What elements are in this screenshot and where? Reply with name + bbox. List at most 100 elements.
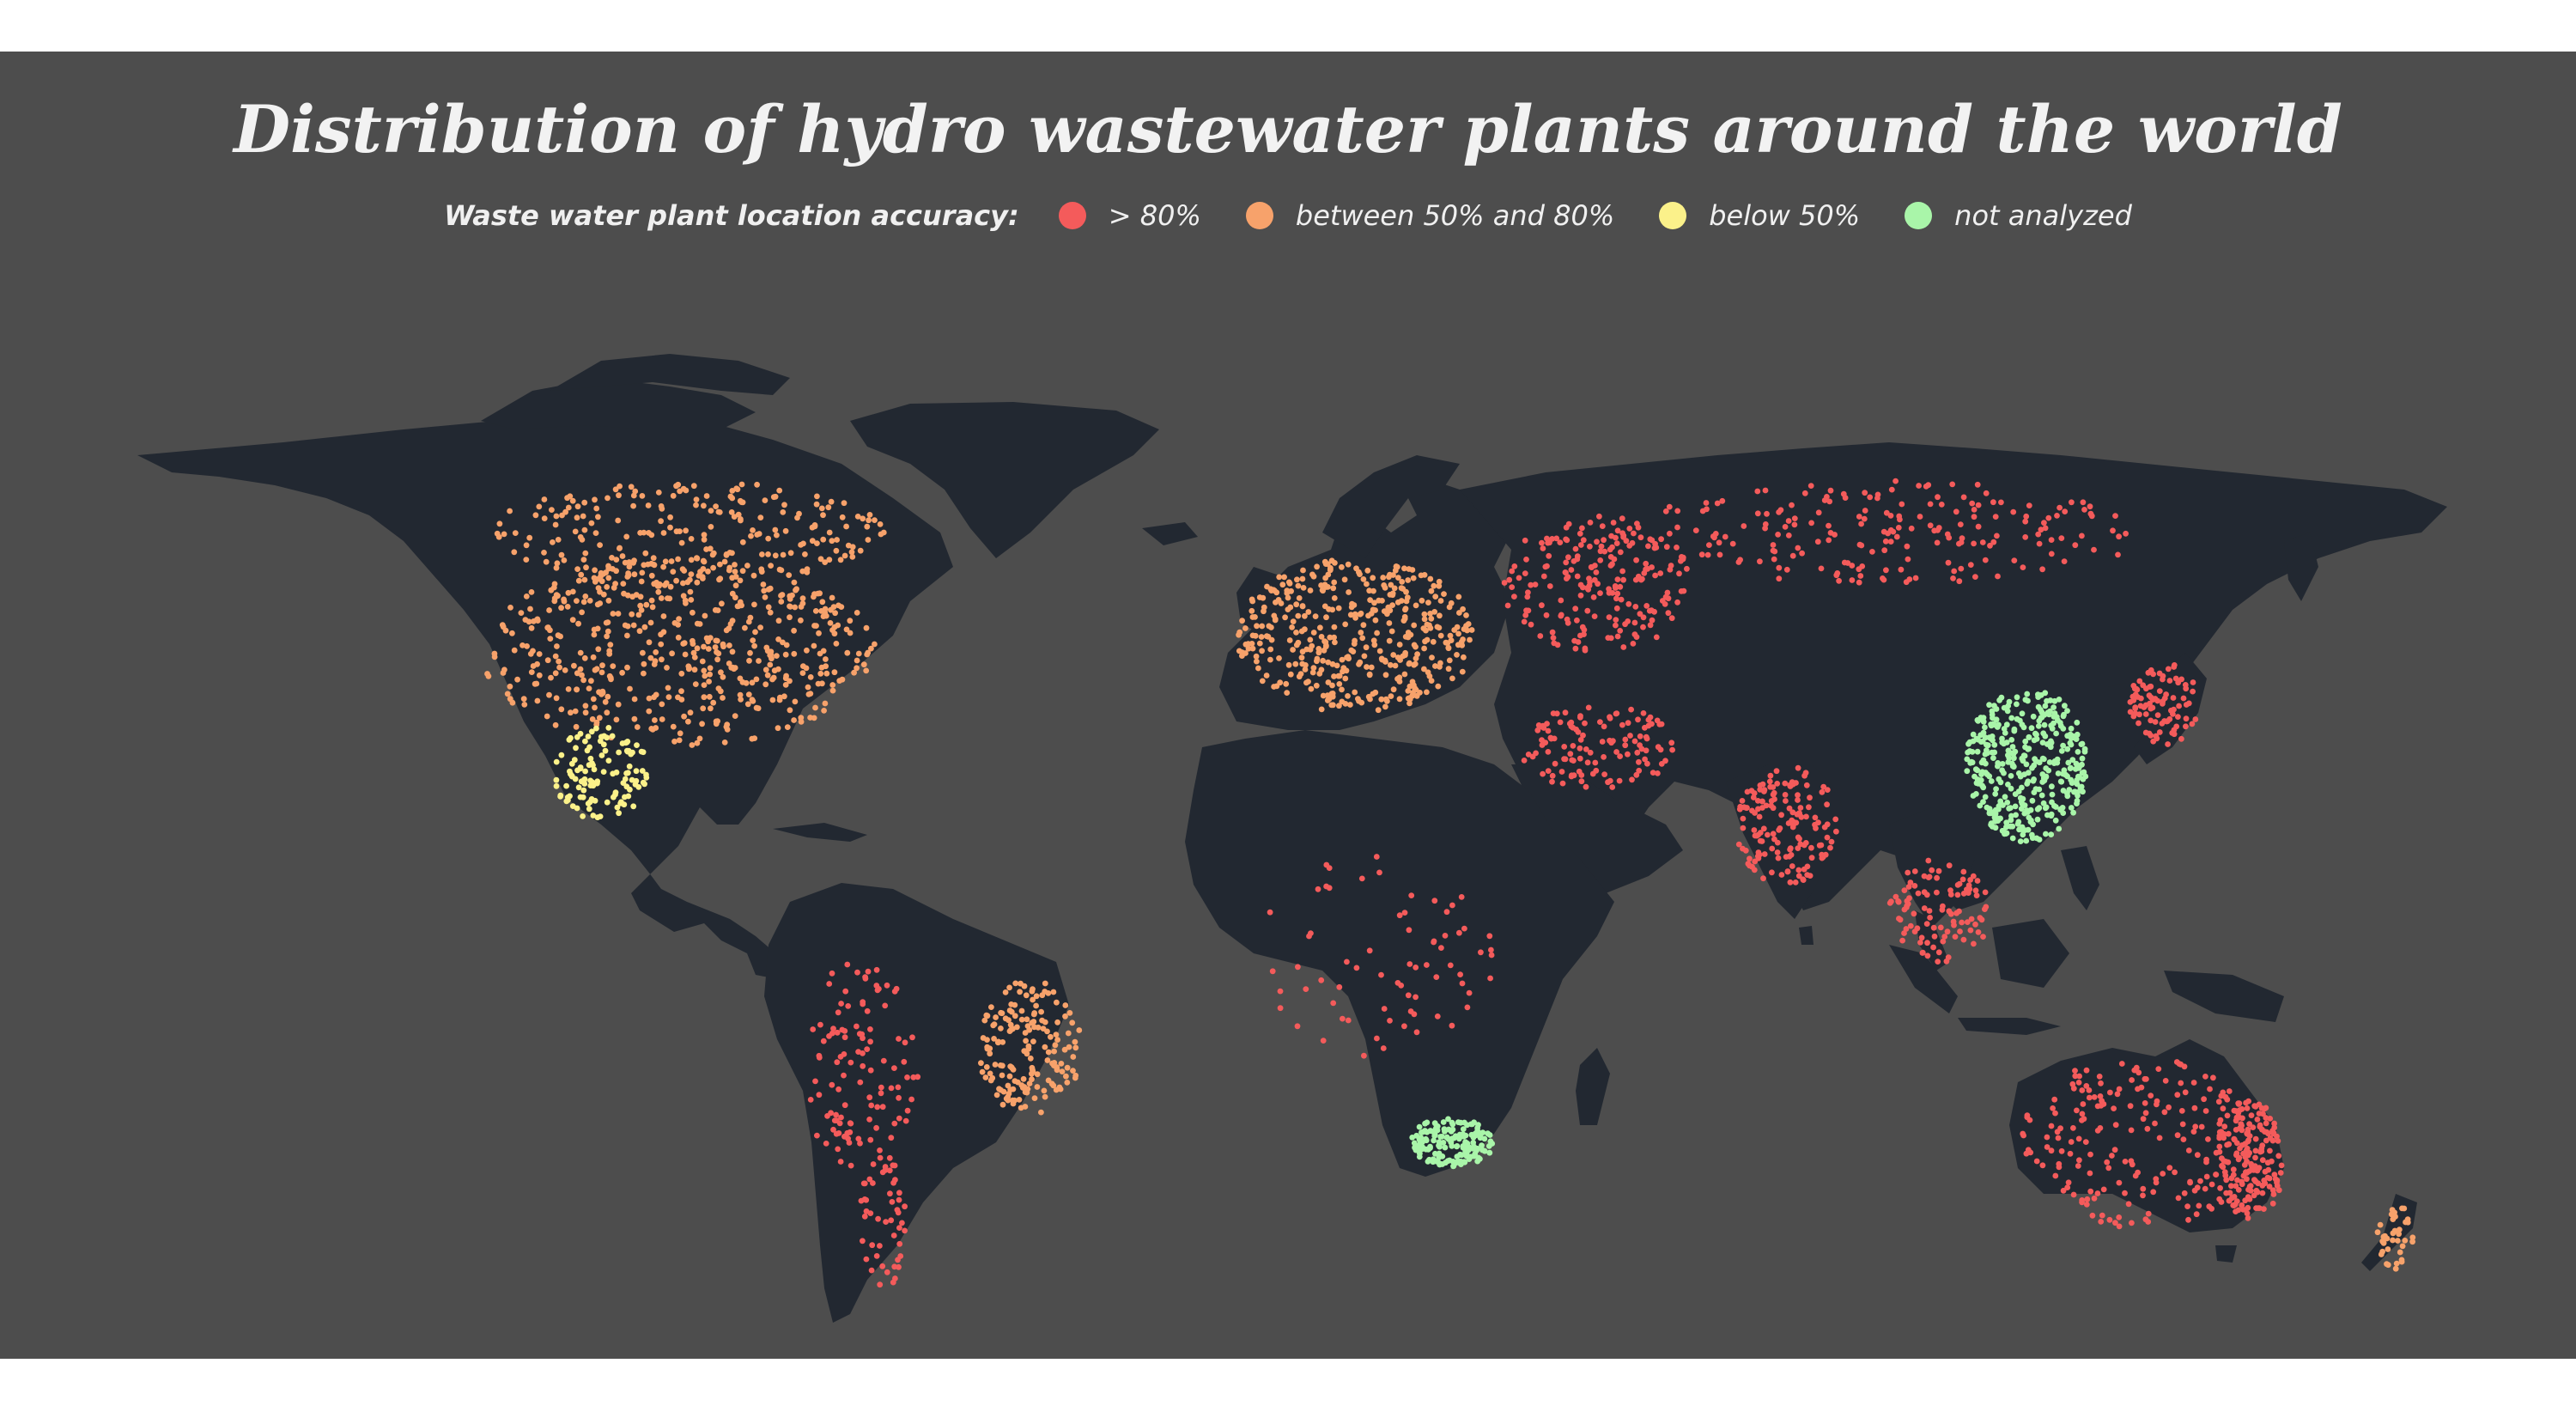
plant-point	[1249, 641, 1255, 647]
plant-point	[1946, 862, 1953, 869]
plant-point	[1613, 605, 1620, 612]
plant-point	[1481, 1135, 1488, 1142]
plant-point	[872, 641, 878, 648]
plant-point	[1716, 551, 1723, 558]
plant-point	[1923, 921, 1930, 927]
plant-point	[2106, 1216, 2113, 1223]
plant-point	[1740, 845, 1746, 852]
plant-point	[1308, 685, 1315, 692]
plant-point	[800, 663, 806, 669]
plant-point	[2071, 788, 2077, 795]
plant-point	[2031, 789, 2038, 795]
plant-point	[1833, 828, 1839, 835]
plant-point	[623, 747, 630, 754]
plant-point	[1406, 695, 1413, 702]
legend-item-below-50[interactable]: below 50%	[1659, 199, 1860, 232]
plant-point	[1259, 623, 1266, 630]
plant-point	[1357, 659, 1364, 666]
plant-point	[2068, 764, 2074, 771]
plant-point	[586, 806, 592, 813]
plant-point	[812, 608, 819, 614]
plant-point	[2187, 1178, 2193, 1185]
plant-point	[2027, 1149, 2034, 1156]
plant-point	[1964, 756, 1971, 763]
plant-point	[2252, 1135, 2259, 1142]
plant-point	[1419, 597, 1425, 604]
plant-point	[1577, 715, 1583, 721]
plant-point	[1992, 514, 1999, 520]
plant-point	[828, 1110, 834, 1117]
plant-point	[999, 1039, 1006, 1045]
plant-point	[574, 767, 580, 774]
plant-point	[1935, 867, 1942, 874]
plant-point	[1440, 1119, 1447, 1125]
plant-point	[2210, 1074, 2216, 1081]
plant-point	[721, 739, 728, 746]
plant-point	[605, 597, 612, 604]
plant-point	[1008, 1008, 1015, 1015]
plant-point	[595, 585, 602, 591]
plant-point	[1911, 868, 1918, 874]
plant-point	[1360, 622, 1367, 629]
plant-point	[1370, 575, 1376, 581]
plant-point	[574, 514, 580, 521]
plant-point	[877, 1147, 883, 1153]
plant-point	[2156, 729, 2163, 735]
plant-point	[1366, 947, 1373, 954]
plant-point	[1597, 719, 1603, 725]
plant-point	[816, 1092, 823, 1099]
plant-point	[1286, 637, 1293, 643]
plant-point	[1374, 630, 1380, 636]
plant-point	[2041, 721, 2048, 728]
plant-point	[744, 701, 751, 708]
plant-point	[2201, 1096, 2208, 1103]
plant-point	[1390, 686, 1397, 693]
plant-point	[1937, 924, 1944, 931]
plant-point	[863, 1196, 870, 1203]
legend-item-above-80[interactable]: > 80%	[1058, 199, 1201, 232]
plant-point	[1979, 539, 1986, 545]
plant-point	[781, 502, 787, 508]
plant-point	[1314, 563, 1320, 570]
plant-point	[2049, 725, 2056, 732]
plant-point	[1313, 682, 1320, 689]
legend-item-not-analyzed[interactable]: not analyzed	[1905, 199, 2132, 232]
plant-point	[2047, 697, 2054, 703]
plant-point	[2278, 1162, 2285, 1169]
plant-point	[739, 568, 746, 575]
plant-point	[854, 969, 860, 976]
plant-point	[1770, 542, 1777, 548]
plant-point	[2038, 526, 2044, 533]
plant-point	[2275, 1187, 2282, 1194]
plant-point	[1358, 630, 1364, 636]
plant-point	[591, 631, 598, 638]
plant-point	[2033, 731, 2039, 738]
plant-point	[554, 643, 560, 649]
plant-point	[2244, 1158, 2250, 1165]
plant-point	[564, 495, 570, 502]
plant-point	[1640, 624, 1646, 630]
plant-point	[1321, 581, 1328, 588]
legend-item-50-80[interactable]: between 50% and 80%	[1245, 199, 1614, 232]
plant-point	[1264, 583, 1270, 590]
plant-point	[1771, 836, 1777, 843]
plant-point	[2132, 704, 2139, 711]
plant-point	[878, 1084, 884, 1091]
plant-point	[729, 488, 736, 494]
plant-point	[863, 1256, 870, 1263]
plant-point	[765, 551, 771, 557]
plant-point	[732, 574, 739, 580]
plant-point	[1523, 607, 1529, 614]
plant-point	[613, 568, 619, 575]
plant-point	[628, 751, 635, 758]
plant-point	[1054, 1037, 1060, 1043]
plant-point	[2198, 1123, 2205, 1130]
plant-point	[2116, 1179, 2123, 1186]
plant-point	[1631, 530, 1637, 537]
plant-point	[1425, 1159, 1431, 1165]
plant-point	[1487, 975, 1493, 982]
plant-point	[1828, 838, 1835, 845]
plant-point	[1413, 994, 1419, 1001]
plant-point	[2251, 1166, 2258, 1173]
plant-point	[791, 627, 797, 634]
